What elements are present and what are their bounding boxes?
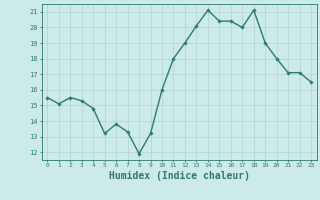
X-axis label: Humidex (Indice chaleur): Humidex (Indice chaleur) <box>109 171 250 181</box>
